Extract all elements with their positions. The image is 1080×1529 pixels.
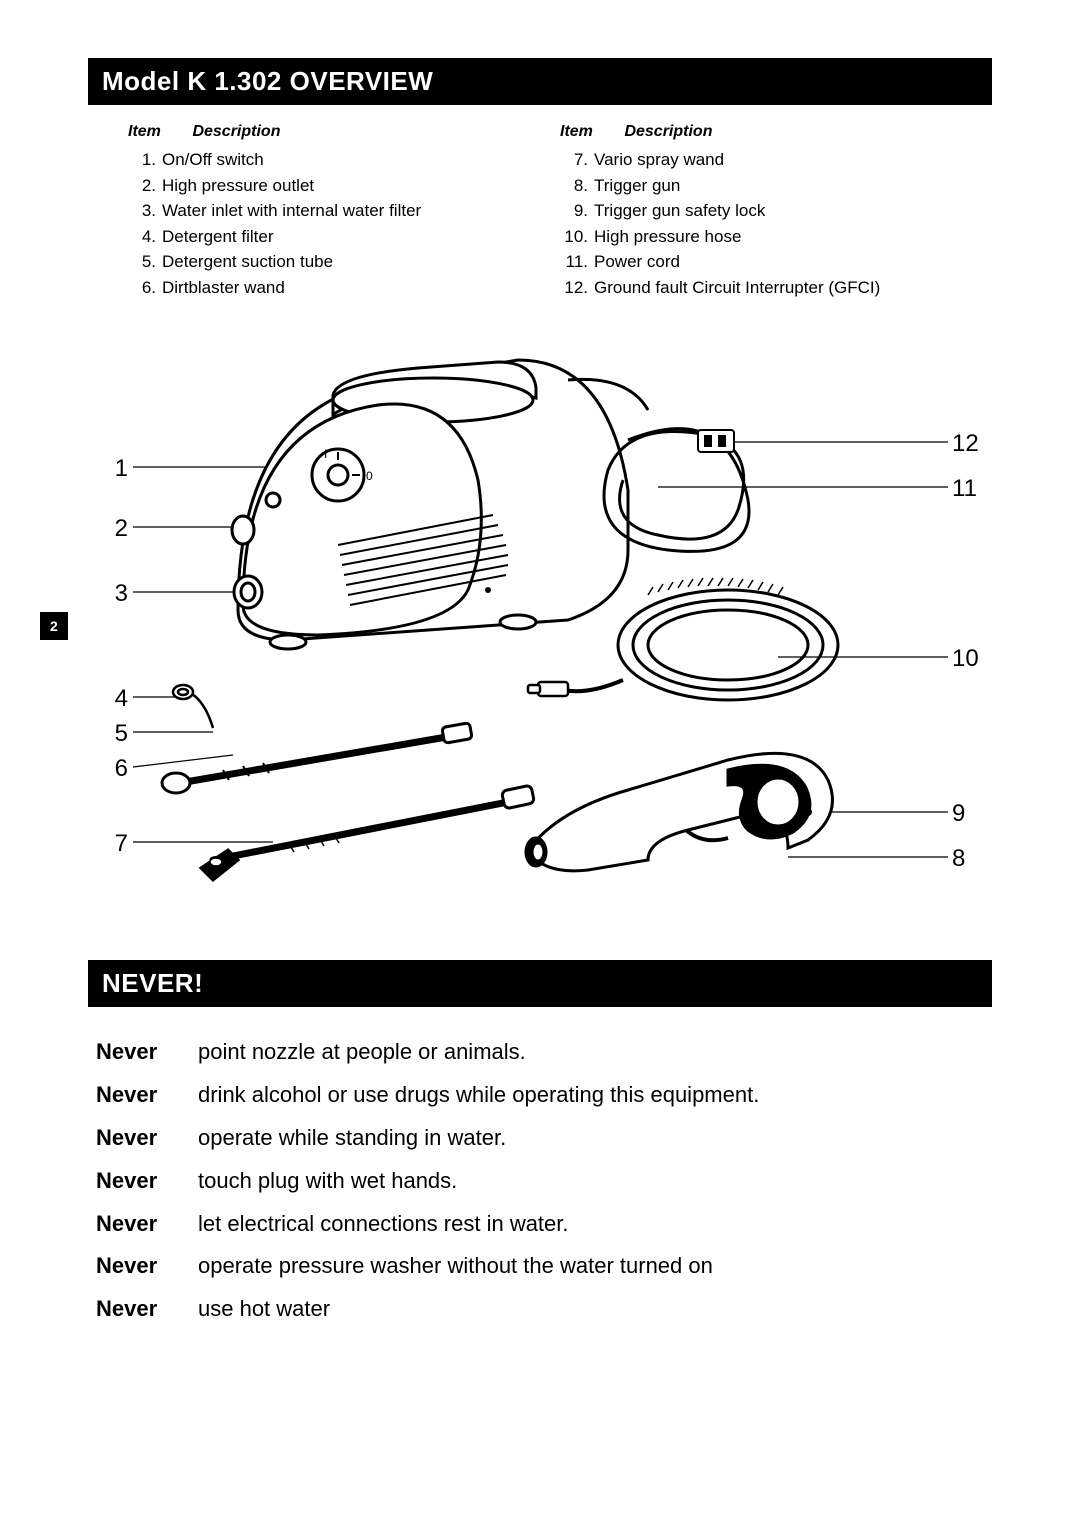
never-text: point nozzle at people or animals. — [198, 1031, 526, 1074]
never-row: Never touch plug with wet hands. — [96, 1160, 984, 1203]
overview-title-bar: Model K 1.302 OVERVIEW — [88, 58, 992, 105]
header-item: Item — [128, 123, 188, 141]
never-row: Never operate while standing in water. — [96, 1117, 984, 1160]
overview-lists: Item Description 1.On/Off switch 2.High … — [88, 123, 992, 300]
never-row: Never use hot water — [96, 1288, 984, 1331]
col-header-right: Item Description — [560, 123, 952, 141]
header-item: Item — [560, 123, 620, 141]
never-text: touch plug with wet hands. — [198, 1160, 457, 1203]
never-text: operate while standing in water. — [198, 1117, 506, 1160]
never-label: Never — [96, 1074, 176, 1117]
list-item: 6.Dirtblaster wand — [128, 275, 520, 301]
list-item: 9.Trigger gun safety lock — [560, 198, 952, 224]
never-row: Never point nozzle at people or animals. — [96, 1031, 984, 1074]
list-item: 7.Vario spray wand — [560, 147, 952, 173]
svg-text:0: 0 — [366, 469, 373, 483]
list-item: 2.High pressure outlet — [128, 173, 520, 199]
product-diagram: 1 2 3 4 5 6 7 12 11 10 9 8 — [88, 340, 992, 900]
overview-list-right: 7.Vario spray wand 8.Trigger gun 9.Trigg… — [560, 147, 952, 300]
list-item: 4.Detergent filter — [128, 224, 520, 250]
never-label: Never — [96, 1203, 176, 1246]
never-row: Never let electrical connections rest in … — [96, 1203, 984, 1246]
never-label: Never — [96, 1160, 176, 1203]
list-item: 3.Water inlet with internal water filter — [128, 198, 520, 224]
list-item: 12.Ground fault Circuit Interrupter (GFC… — [560, 275, 952, 301]
never-label: Never — [96, 1117, 176, 1160]
never-text: operate pressure washer without the wate… — [198, 1245, 713, 1288]
never-label: Never — [96, 1031, 176, 1074]
page-content: Model K 1.302 OVERVIEW Item Description … — [88, 58, 992, 1331]
col-header-left: Item Description — [128, 123, 520, 141]
never-text: let electrical connections rest in water… — [198, 1203, 569, 1246]
list-item: 11.Power cord — [560, 249, 952, 275]
never-list: Neverpoint nozzle at people or animals. … — [88, 1031, 992, 1331]
overview-title-main: OVERVIEW — [290, 66, 434, 96]
overview-col-right: Item Description 7.Vario spray wand 8.Tr… — [560, 123, 952, 300]
never-title-bar: NEVER! — [88, 960, 992, 1007]
overview-list-left: 1.On/Off switch 2.High pressure outlet 3… — [128, 147, 520, 300]
list-item: 5.Detergent suction tube — [128, 249, 520, 275]
header-desc: Description — [624, 123, 712, 140]
list-item: 1.On/Off switch — [128, 147, 520, 173]
list-item: 8.Trigger gun — [560, 173, 952, 199]
never-section: NEVER! Never point nozzle at people or an… — [88, 960, 992, 1331]
overview-col-left: Item Description 1.On/Off switch 2.High … — [128, 123, 520, 300]
list-item: 10.High pressure hose — [560, 224, 952, 250]
never-text: drink alcohol or use drugs while operati… — [198, 1074, 759, 1117]
diagram-svg: I 0 — [88, 340, 992, 900]
overview-title-prefix: Model K 1.302 — [102, 66, 290, 96]
never-row: Never operate pressure washer without the… — [96, 1245, 984, 1288]
never-row: Never drink alcohol or use drugs while op… — [96, 1074, 984, 1117]
header-desc: Description — [192, 123, 280, 140]
never-text: use hot water — [198, 1288, 330, 1331]
page-number-tab: 2 — [40, 612, 68, 640]
never-label: Never — [96, 1245, 176, 1288]
never-label: Never — [96, 1288, 176, 1331]
svg-text:I: I — [324, 447, 327, 461]
